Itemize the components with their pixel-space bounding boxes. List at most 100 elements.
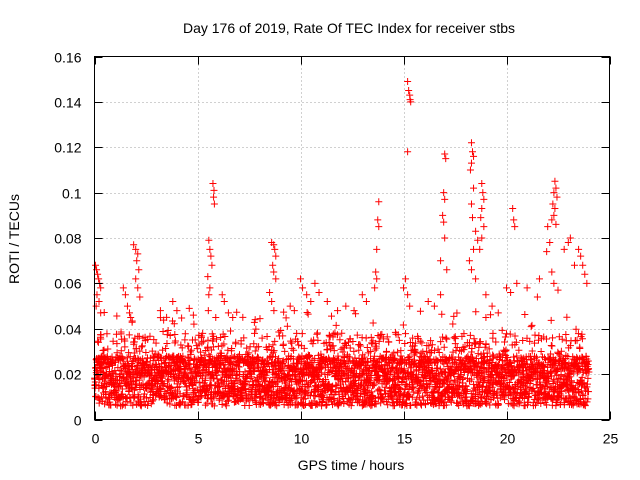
data-point xyxy=(443,266,451,274)
data-point xyxy=(265,343,273,351)
data-point xyxy=(121,337,129,345)
data-point xyxy=(404,148,412,156)
data-point xyxy=(323,298,331,306)
data-point xyxy=(185,304,193,312)
data-point xyxy=(258,334,266,342)
data-point xyxy=(156,384,164,392)
data-point xyxy=(434,345,442,353)
data-point xyxy=(576,345,584,353)
data-point xyxy=(450,312,458,320)
data-point xyxy=(210,402,218,410)
data-point xyxy=(181,379,189,387)
data-point xyxy=(300,344,308,352)
data-point xyxy=(467,159,475,167)
data-point xyxy=(191,336,199,344)
data-point xyxy=(560,245,568,253)
data-point xyxy=(151,360,159,368)
data-point xyxy=(315,288,323,296)
y-tick-label: 0.14 xyxy=(54,95,81,111)
data-point xyxy=(152,361,160,369)
data-point xyxy=(187,346,195,354)
data-point xyxy=(363,344,371,352)
data-point xyxy=(251,329,259,337)
data-point xyxy=(302,401,310,409)
data-point xyxy=(303,308,311,316)
data-point xyxy=(350,347,358,355)
data-point xyxy=(437,338,445,346)
data-point xyxy=(551,177,559,185)
data-point xyxy=(535,275,543,283)
data-point xyxy=(250,340,258,348)
data-point xyxy=(206,245,214,253)
data-point xyxy=(113,387,121,395)
data-point xyxy=(138,343,146,351)
data-point xyxy=(356,340,364,348)
data-point xyxy=(449,320,457,328)
data-point xyxy=(171,373,179,381)
data-point xyxy=(119,284,127,292)
data-point xyxy=(173,307,181,315)
data-point xyxy=(269,348,277,356)
data-point xyxy=(200,351,208,359)
data-point xyxy=(136,347,144,355)
data-point xyxy=(282,314,290,322)
data-point xyxy=(232,372,240,380)
data-point xyxy=(205,236,213,244)
data-point xyxy=(279,367,287,375)
data-point xyxy=(427,337,435,345)
data-point xyxy=(513,279,521,287)
data-point xyxy=(544,223,552,231)
data-point xyxy=(179,392,187,400)
data-point xyxy=(227,360,235,368)
data-point xyxy=(269,341,277,349)
data-point xyxy=(283,322,291,330)
data-point xyxy=(172,392,180,400)
data-point xyxy=(130,349,138,357)
data-point xyxy=(199,337,207,345)
y-tick-label: 0.06 xyxy=(54,276,81,292)
y-axis-label: ROTI / TECUs xyxy=(6,194,22,284)
data-point xyxy=(251,347,259,355)
data-point xyxy=(511,332,519,340)
data-point xyxy=(239,313,247,321)
grid xyxy=(94,56,610,420)
data-point xyxy=(480,195,488,203)
data-point xyxy=(206,381,214,389)
data-point xyxy=(112,376,120,384)
data-point xyxy=(472,227,480,235)
data-point xyxy=(133,380,141,388)
data-point xyxy=(101,400,109,408)
data-point xyxy=(373,275,381,283)
y-tick-label: 0.08 xyxy=(54,231,81,247)
data-point xyxy=(440,343,448,351)
data-point xyxy=(271,337,279,345)
data-point xyxy=(311,279,319,287)
data-point xyxy=(163,331,171,339)
data-point xyxy=(548,342,556,350)
data-point xyxy=(181,330,189,338)
x-tick-label: 5 xyxy=(195,431,203,447)
data-point xyxy=(131,334,139,342)
data-point xyxy=(511,223,519,231)
data-point xyxy=(208,261,216,269)
data-point xyxy=(103,330,111,338)
data-point xyxy=(311,355,319,363)
data-point xyxy=(171,337,179,345)
data-point xyxy=(470,335,478,343)
data-point xyxy=(213,335,221,343)
data-point xyxy=(99,369,107,377)
data-point xyxy=(132,345,140,353)
data-point xyxy=(116,394,124,402)
data-point xyxy=(373,245,381,253)
data-point xyxy=(246,343,254,351)
data-point xyxy=(424,298,432,306)
data-point xyxy=(230,398,238,406)
data-point xyxy=(249,382,257,390)
data-point xyxy=(163,340,171,348)
data-point xyxy=(307,298,315,306)
data-point xyxy=(334,307,342,315)
data-point xyxy=(323,346,331,354)
data-point xyxy=(119,355,127,363)
data-point xyxy=(209,180,217,188)
data-point xyxy=(562,330,570,338)
